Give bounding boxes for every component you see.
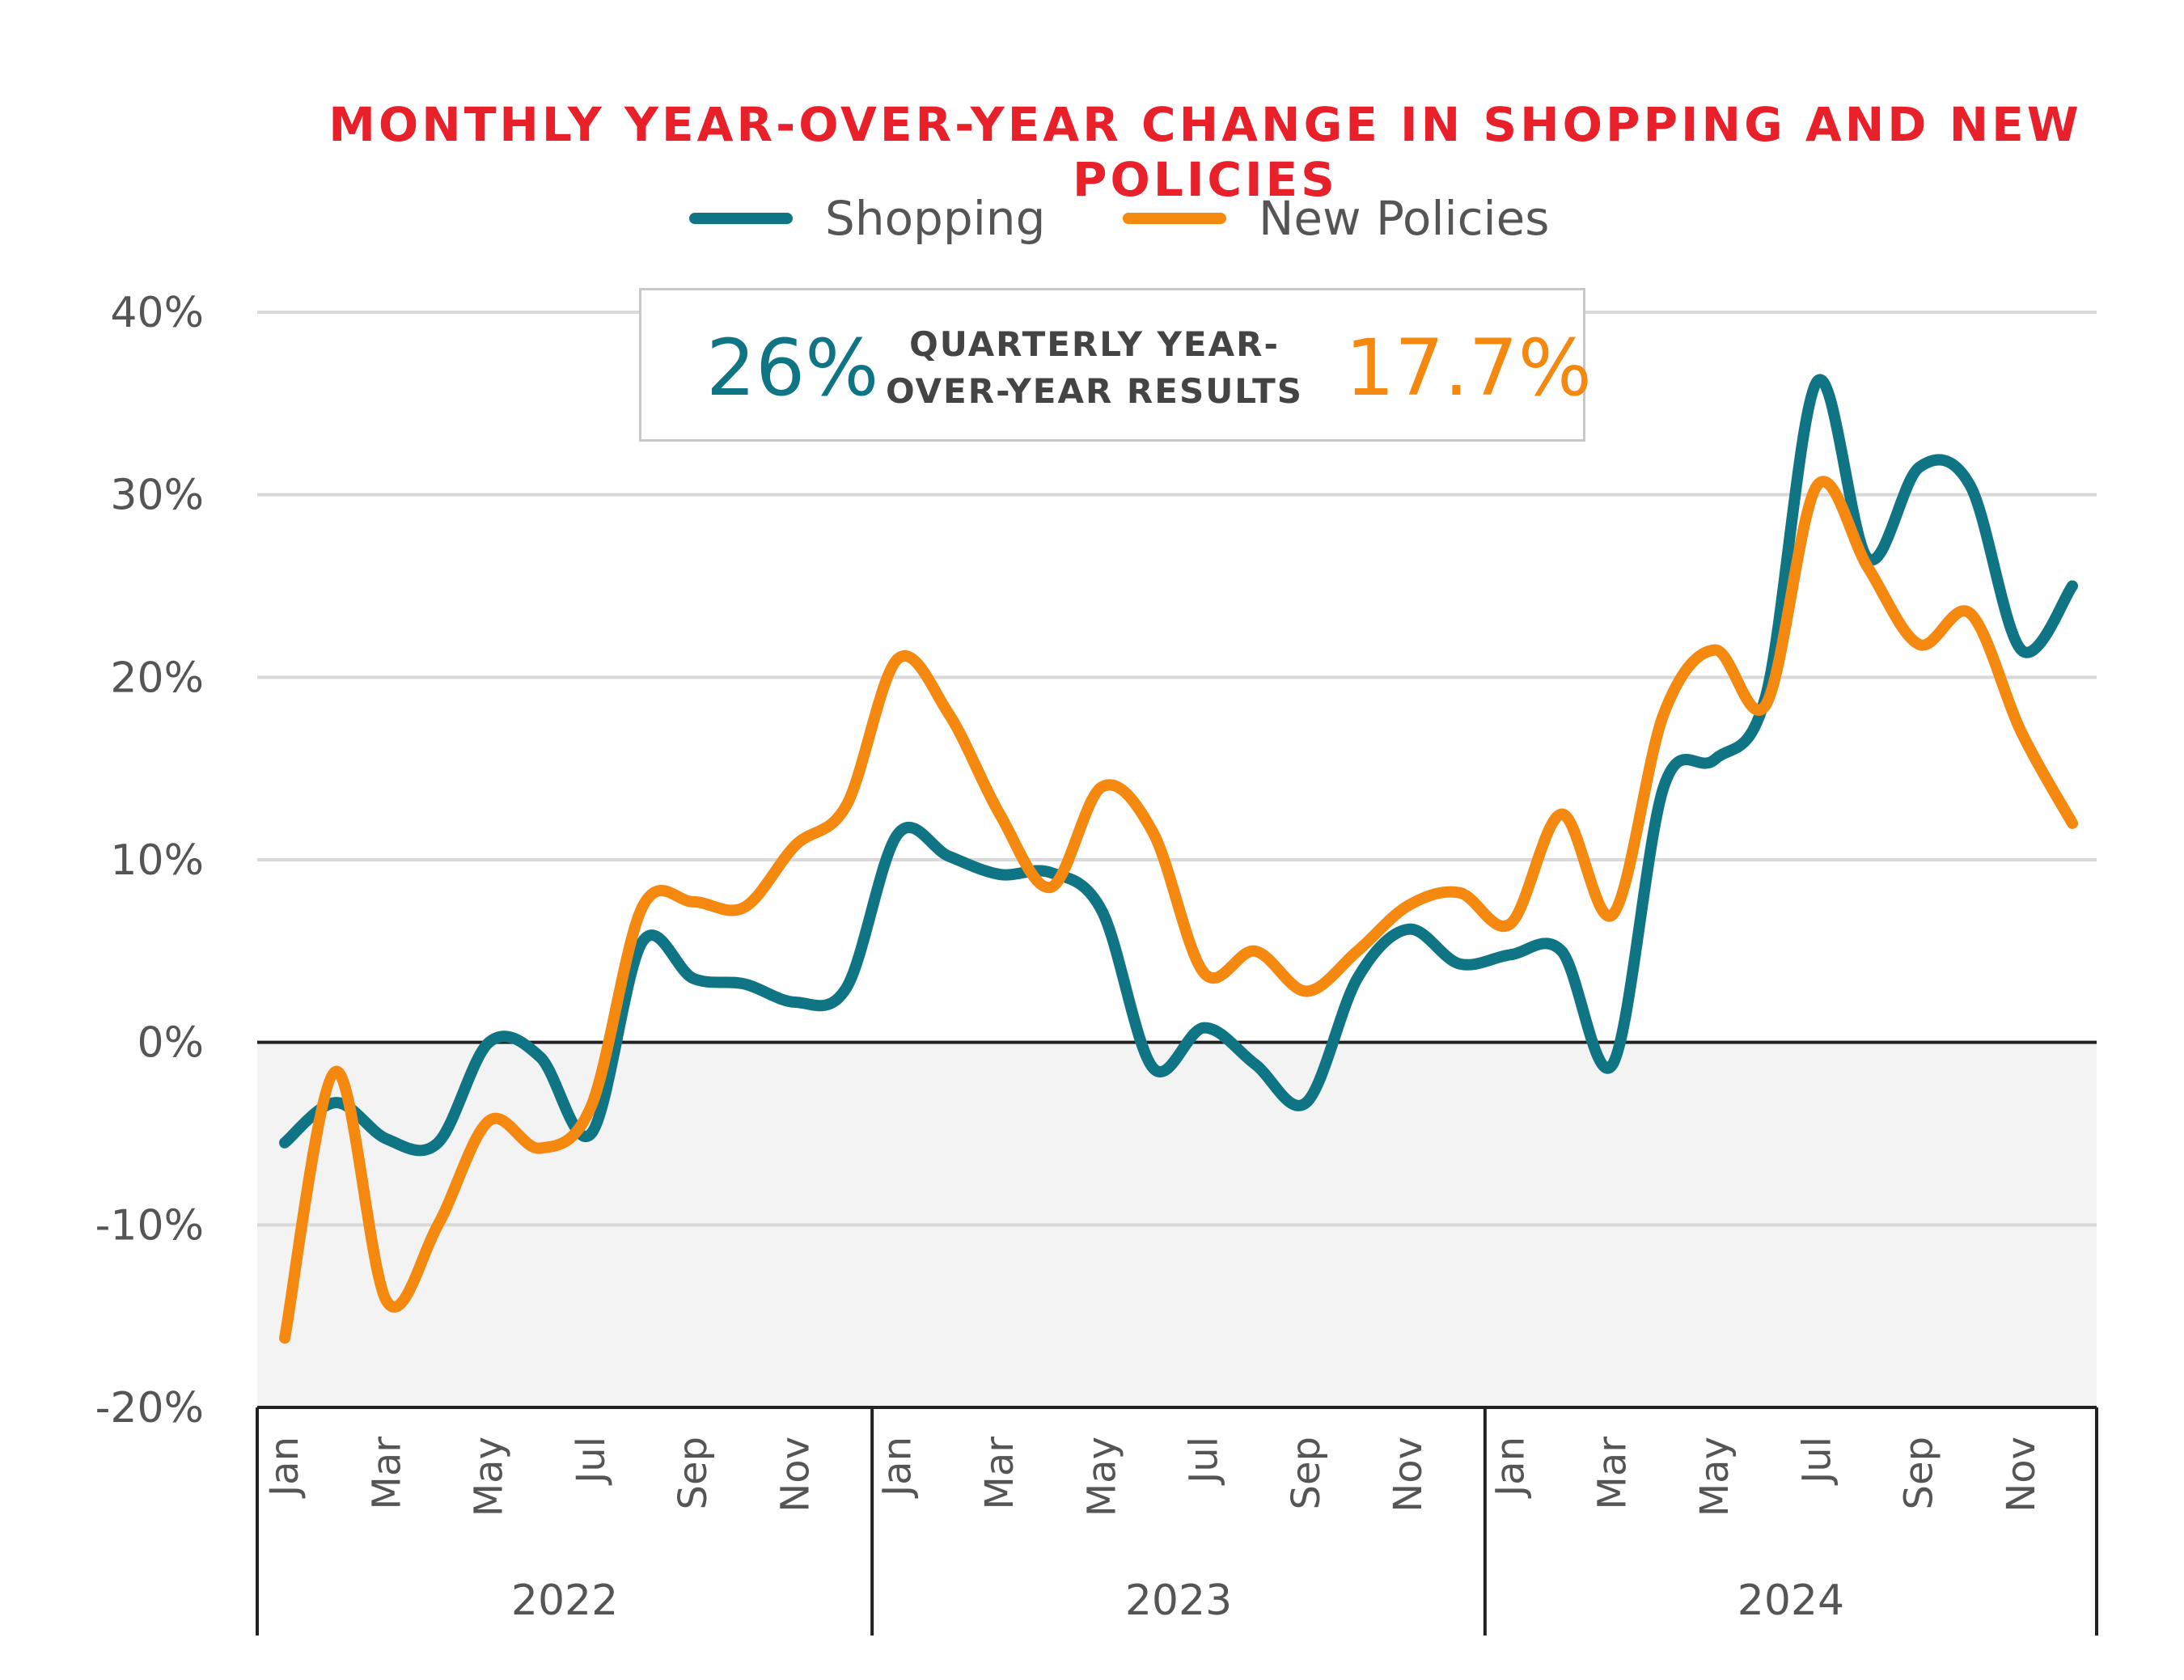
x-tick-label: Jan — [875, 1437, 921, 1499]
x-tick-label: Mar — [364, 1437, 409, 1510]
legend-swatch-shopping — [689, 213, 793, 224]
summary-label-line2: OVER-YEAR RESULTS — [885, 371, 1304, 411]
summary-shopping-value: 26% — [706, 323, 879, 413]
x-tick-label: Jan — [262, 1437, 307, 1499]
y-tick-label: 0% — [138, 1019, 205, 1068]
x-tick-label: Jan — [1488, 1437, 1533, 1499]
x-tick-label: Mar — [977, 1437, 1022, 1510]
legend-label-new-policies: New Policies — [1259, 191, 1550, 246]
summary-label: QUARTERLY YEAR- OVER-YEAR RESULTS — [884, 321, 1305, 415]
x-tick-label: Nov — [772, 1437, 818, 1513]
series-line-new-policies — [279, 476, 2078, 1344]
legend: Shopping New Policies — [0, 184, 2184, 249]
x-tick-label: Jul — [569, 1437, 614, 1486]
chart-title: MONTHLY YEAR-OVER-YEAR CHANGE IN SHOPPIN… — [328, 97, 2082, 207]
x-tick-label: May — [1079, 1437, 1124, 1517]
x-tick-label: Sep — [1897, 1437, 1942, 1509]
x-group-label: 2022 — [511, 1576, 618, 1625]
summary-label-line1: QUARTERLY YEAR- — [909, 324, 1280, 364]
quarterly-summary-box: 26% QUARTERLY YEAR- OVER-YEAR RESULTS 17… — [639, 288, 1592, 442]
y-tick-label: -20% — [95, 1384, 204, 1432]
x-tick-label: May — [1692, 1437, 1737, 1517]
x-tick-label: Nov — [1999, 1437, 2044, 1513]
y-tick-label: 30% — [110, 472, 204, 520]
legend-swatch-new-policies — [1123, 213, 1226, 224]
legend-item-new-policies: New Policies — [1123, 191, 1549, 246]
y-tick-label: 40% — [110, 289, 204, 337]
legend-label-shopping: Shopping — [825, 191, 1046, 246]
y-tick-label: 10% — [110, 836, 204, 885]
x-group-label: 2023 — [1125, 1576, 1232, 1625]
x-tick-label: Sep — [1284, 1437, 1329, 1509]
series-line-shopping — [279, 374, 2078, 1157]
x-tick-label: Nov — [1386, 1437, 1431, 1513]
legend-item-shopping: Shopping — [689, 191, 1045, 246]
y-tick-label: -10% — [95, 1201, 204, 1250]
x-tick-label: Mar — [1590, 1437, 1636, 1510]
y-tick-label: 20% — [110, 654, 204, 702]
x-tick-label: Sep — [671, 1437, 716, 1509]
x-tick-label: Jul — [1182, 1437, 1227, 1486]
summary-new-policies-value: 17.7% — [1345, 323, 1592, 413]
x-group-label: 2024 — [1737, 1576, 1844, 1625]
x-tick-label: Jul — [1794, 1437, 1839, 1486]
x-tick-label: May — [467, 1437, 512, 1517]
